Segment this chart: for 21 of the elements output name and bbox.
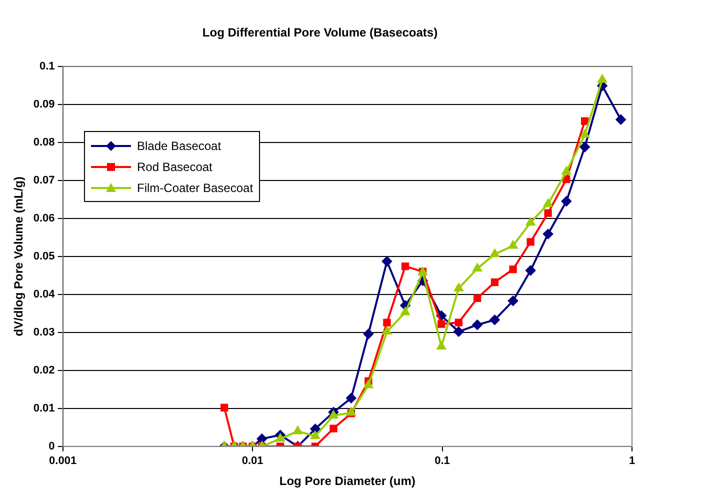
- x-tick-label: 1: [628, 455, 636, 468]
- y-tick-label: 0.09: [33, 98, 55, 110]
- legend-label: Blade Basecoat: [137, 138, 222, 152]
- y-tick-label: 0.04: [33, 288, 56, 300]
- legend-label: Rod Basecoat: [137, 160, 212, 174]
- y-tick-label: 0: [48, 440, 55, 452]
- y-tick-label: 0.01: [33, 402, 55, 414]
- y-axis-title: dV/dlog Pore Volume (mL/g): [12, 176, 26, 336]
- x-tick-label: 0.001: [49, 455, 77, 468]
- chart-title: Log Differential Pore Volume (Basecoats): [202, 26, 438, 40]
- y-tick-label: 0.1: [40, 60, 55, 72]
- y-tick-label: 0.06: [33, 212, 55, 224]
- y-tick-label: 0.08: [33, 136, 55, 148]
- y-tick-label: 0.07: [33, 174, 55, 186]
- y-tick-label: 0.02: [33, 364, 55, 376]
- x-tick-label: 0.01: [242, 455, 264, 468]
- x-axis-title: Log Pore Diameter (um): [279, 474, 416, 488]
- y-tick-label: 0.03: [33, 326, 55, 338]
- legend-label: Film-Coater Basecoat: [137, 180, 254, 194]
- x-tick-label: 0.1: [434, 455, 450, 468]
- y-tick-label: 0.05: [33, 250, 55, 262]
